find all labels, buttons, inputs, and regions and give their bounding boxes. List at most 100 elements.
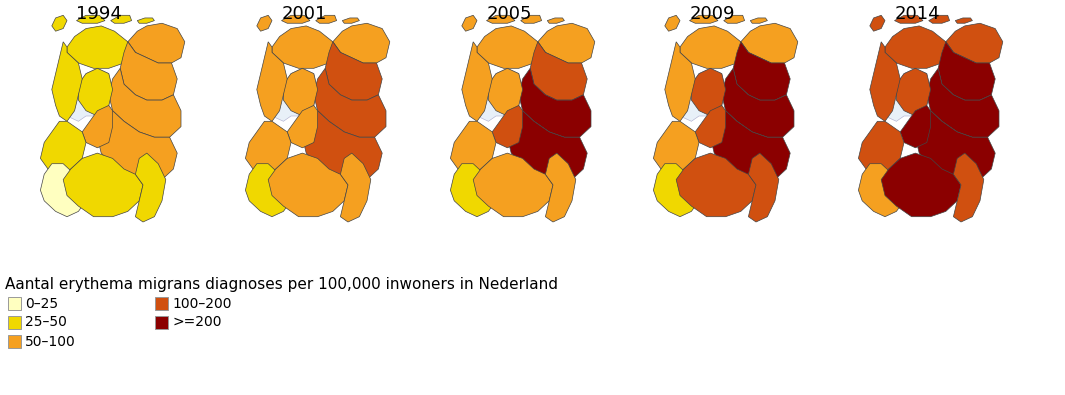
Polygon shape bbox=[695, 105, 725, 148]
Polygon shape bbox=[342, 18, 359, 23]
Polygon shape bbox=[450, 164, 496, 217]
Polygon shape bbox=[955, 18, 972, 23]
Polygon shape bbox=[665, 15, 679, 31]
Polygon shape bbox=[272, 68, 317, 121]
Polygon shape bbox=[530, 42, 587, 100]
Bar bbox=[9, 297, 21, 310]
Polygon shape bbox=[268, 153, 348, 217]
Polygon shape bbox=[724, 15, 744, 23]
Polygon shape bbox=[741, 23, 798, 63]
Polygon shape bbox=[521, 15, 542, 23]
Bar bbox=[155, 316, 168, 329]
Polygon shape bbox=[473, 153, 553, 217]
Polygon shape bbox=[341, 153, 371, 222]
Polygon shape bbox=[858, 164, 904, 217]
Text: 50–100: 50–100 bbox=[24, 335, 76, 348]
Polygon shape bbox=[82, 105, 113, 148]
Polygon shape bbox=[895, 15, 923, 23]
Polygon shape bbox=[97, 111, 177, 185]
Polygon shape bbox=[489, 68, 523, 116]
Polygon shape bbox=[281, 15, 310, 23]
Text: 2005: 2005 bbox=[487, 5, 532, 23]
Polygon shape bbox=[315, 15, 337, 23]
Polygon shape bbox=[120, 42, 177, 100]
Polygon shape bbox=[77, 15, 105, 23]
Polygon shape bbox=[679, 26, 749, 68]
Polygon shape bbox=[52, 15, 67, 31]
Polygon shape bbox=[749, 153, 779, 222]
Bar bbox=[155, 297, 168, 310]
Polygon shape bbox=[257, 42, 288, 121]
Polygon shape bbox=[67, 68, 113, 121]
Polygon shape bbox=[938, 42, 995, 100]
Polygon shape bbox=[870, 42, 900, 121]
Text: 100–200: 100–200 bbox=[173, 297, 231, 310]
Text: Aantal erythema migrans diagnoses per 100,000 inwoners in Nederland: Aantal erythema migrans diagnoses per 10… bbox=[5, 277, 558, 292]
Polygon shape bbox=[135, 153, 166, 222]
Text: 0–25: 0–25 bbox=[24, 297, 59, 310]
Polygon shape bbox=[858, 121, 904, 174]
Polygon shape bbox=[897, 68, 931, 116]
Polygon shape bbox=[128, 23, 185, 63]
Text: 2009: 2009 bbox=[689, 5, 735, 23]
Polygon shape bbox=[538, 23, 594, 63]
Polygon shape bbox=[492, 105, 523, 148]
Polygon shape bbox=[257, 15, 272, 31]
Polygon shape bbox=[40, 121, 86, 174]
Text: 2014: 2014 bbox=[895, 5, 940, 23]
Polygon shape bbox=[40, 164, 86, 217]
Text: 1994: 1994 bbox=[77, 5, 122, 23]
Polygon shape bbox=[245, 121, 291, 174]
Polygon shape bbox=[314, 68, 386, 137]
Text: 25–50: 25–50 bbox=[24, 316, 67, 329]
Polygon shape bbox=[545, 153, 576, 222]
Polygon shape bbox=[689, 15, 718, 23]
Polygon shape bbox=[477, 26, 545, 68]
Polygon shape bbox=[272, 26, 341, 68]
Polygon shape bbox=[462, 15, 477, 31]
Polygon shape bbox=[450, 121, 496, 174]
Text: 2001: 2001 bbox=[281, 5, 327, 23]
Polygon shape bbox=[283, 68, 317, 116]
Polygon shape bbox=[109, 68, 181, 137]
Polygon shape bbox=[67, 26, 135, 68]
Polygon shape bbox=[927, 68, 999, 137]
Text: >=200: >=200 bbox=[173, 316, 222, 329]
Polygon shape bbox=[946, 23, 1003, 63]
Polygon shape bbox=[654, 164, 699, 217]
Polygon shape bbox=[885, 68, 931, 121]
Polygon shape bbox=[477, 68, 523, 121]
Polygon shape bbox=[691, 68, 725, 116]
Bar bbox=[9, 335, 21, 348]
Polygon shape bbox=[245, 164, 291, 217]
Polygon shape bbox=[710, 111, 790, 185]
Polygon shape bbox=[302, 111, 382, 185]
Polygon shape bbox=[111, 15, 132, 23]
Polygon shape bbox=[519, 68, 591, 137]
Polygon shape bbox=[665, 42, 695, 121]
Polygon shape bbox=[325, 42, 382, 100]
Polygon shape bbox=[63, 153, 143, 217]
Polygon shape bbox=[679, 68, 725, 121]
Polygon shape bbox=[332, 23, 390, 63]
Polygon shape bbox=[137, 18, 154, 23]
Polygon shape bbox=[288, 105, 317, 148]
Polygon shape bbox=[507, 111, 587, 185]
Bar bbox=[9, 316, 21, 329]
Polygon shape bbox=[916, 111, 995, 185]
Polygon shape bbox=[462, 42, 492, 121]
Polygon shape bbox=[929, 15, 950, 23]
Polygon shape bbox=[870, 15, 885, 31]
Polygon shape bbox=[487, 15, 515, 23]
Polygon shape bbox=[722, 68, 794, 137]
Polygon shape bbox=[676, 153, 756, 217]
Polygon shape bbox=[52, 42, 82, 121]
Polygon shape bbox=[900, 105, 931, 148]
Polygon shape bbox=[953, 153, 984, 222]
Polygon shape bbox=[79, 68, 113, 116]
Polygon shape bbox=[733, 42, 790, 100]
Polygon shape bbox=[881, 153, 961, 217]
Polygon shape bbox=[885, 26, 953, 68]
Polygon shape bbox=[654, 121, 699, 174]
Polygon shape bbox=[547, 18, 564, 23]
